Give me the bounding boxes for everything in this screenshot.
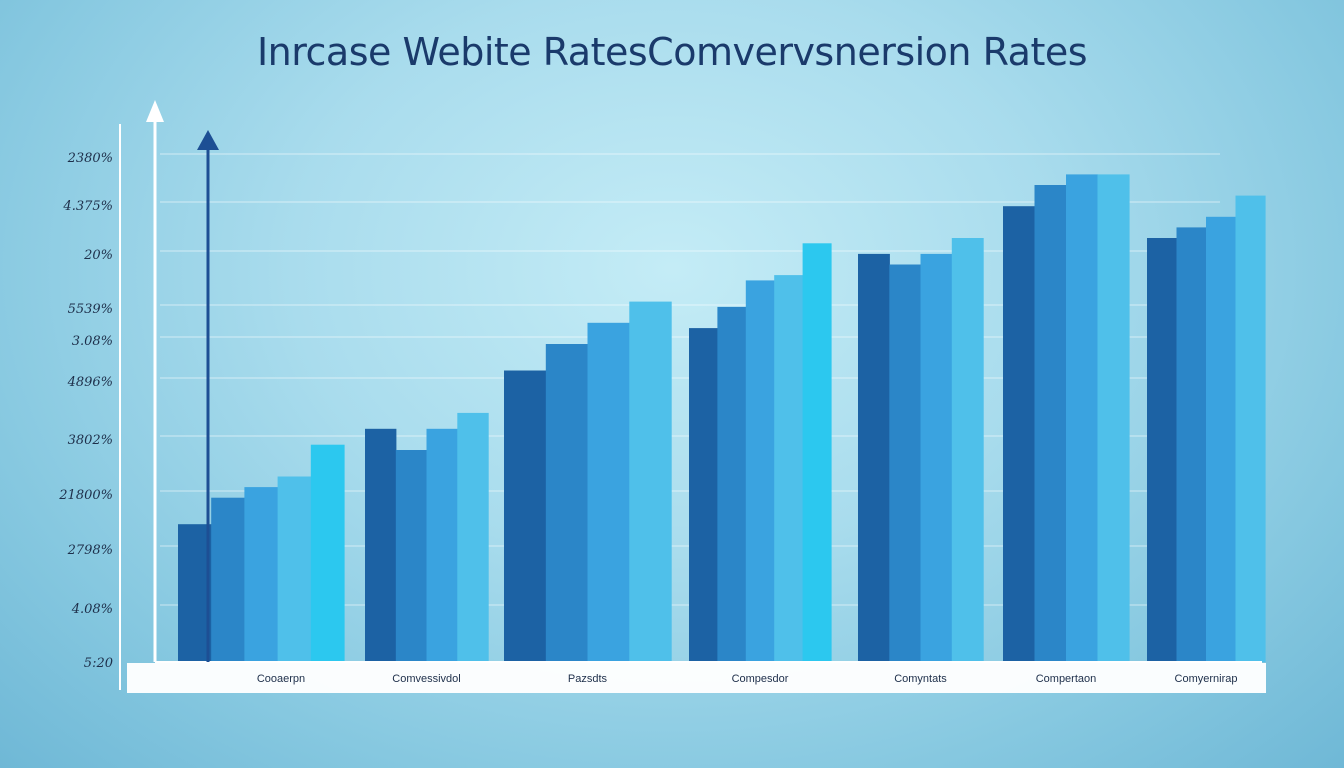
category-label: Comyntats (894, 673, 947, 685)
y-tick-label: 3.08% (72, 334, 113, 349)
bar (745, 280, 775, 662)
bar (504, 370, 547, 662)
bar (1147, 238, 1178, 662)
bar (1066, 174, 1099, 662)
bar (178, 524, 212, 662)
category-label: Cooaerpn (257, 673, 305, 685)
bar (889, 264, 922, 662)
category-labels: Cooaerpn Comvessivdol Pazsdts Compesdor Comy… (257, 673, 1238, 685)
bar (774, 275, 804, 662)
bar (545, 344, 589, 662)
bar (395, 450, 428, 662)
growth-arrowhead-icon (197, 130, 219, 150)
y-tick-label: 21800% (58, 488, 113, 503)
bar (1206, 216, 1237, 663)
bar (426, 428, 458, 662)
bar (587, 322, 630, 662)
category-label: Comvessivdol (392, 673, 460, 685)
bar (920, 253, 953, 662)
bar (1097, 174, 1130, 662)
bar (629, 301, 672, 662)
y-tick-label: 4.08% (71, 602, 113, 617)
y-tick-label: 2380% (67, 151, 113, 166)
bar (802, 243, 832, 663)
y-tick-label: 4.375% (62, 199, 113, 214)
category-label: Comyernirap (1175, 673, 1238, 685)
bar (365, 428, 397, 662)
category-axis-band (127, 663, 1266, 693)
y-tick-label: 2798% (67, 543, 113, 558)
bar (244, 487, 279, 662)
bar (1235, 195, 1266, 662)
y-tick-labels: 2380% 4.375% 20% 5539% 3.08% 4896% 3802% 21800%… (58, 151, 113, 671)
chart-title: Inrcase Webite RatesComvervsnersion Rate… (256, 30, 1088, 74)
bar (310, 444, 345, 662)
bars (178, 174, 1266, 663)
bar (858, 253, 890, 662)
category-label: Compertaon (1036, 673, 1097, 685)
bar (951, 238, 984, 662)
bar (1034, 185, 1067, 662)
bar (689, 328, 718, 662)
bar (1176, 227, 1207, 662)
y-tick-label: 3802% (68, 433, 113, 448)
bar (211, 497, 245, 662)
y-axis-arrowhead-icon (146, 100, 164, 122)
y-tick-label: 5539% (68, 302, 113, 317)
y-tick-label: 5:20 (84, 656, 113, 671)
bar (1003, 206, 1036, 662)
bar (457, 412, 489, 662)
category-label: Pazsdts (568, 673, 608, 685)
bar (277, 476, 312, 662)
bar (717, 306, 747, 662)
y-tick-label: 4896% (67, 375, 113, 390)
category-label: Compesdor (732, 673, 789, 685)
y-tick-label: 20% (83, 248, 113, 263)
